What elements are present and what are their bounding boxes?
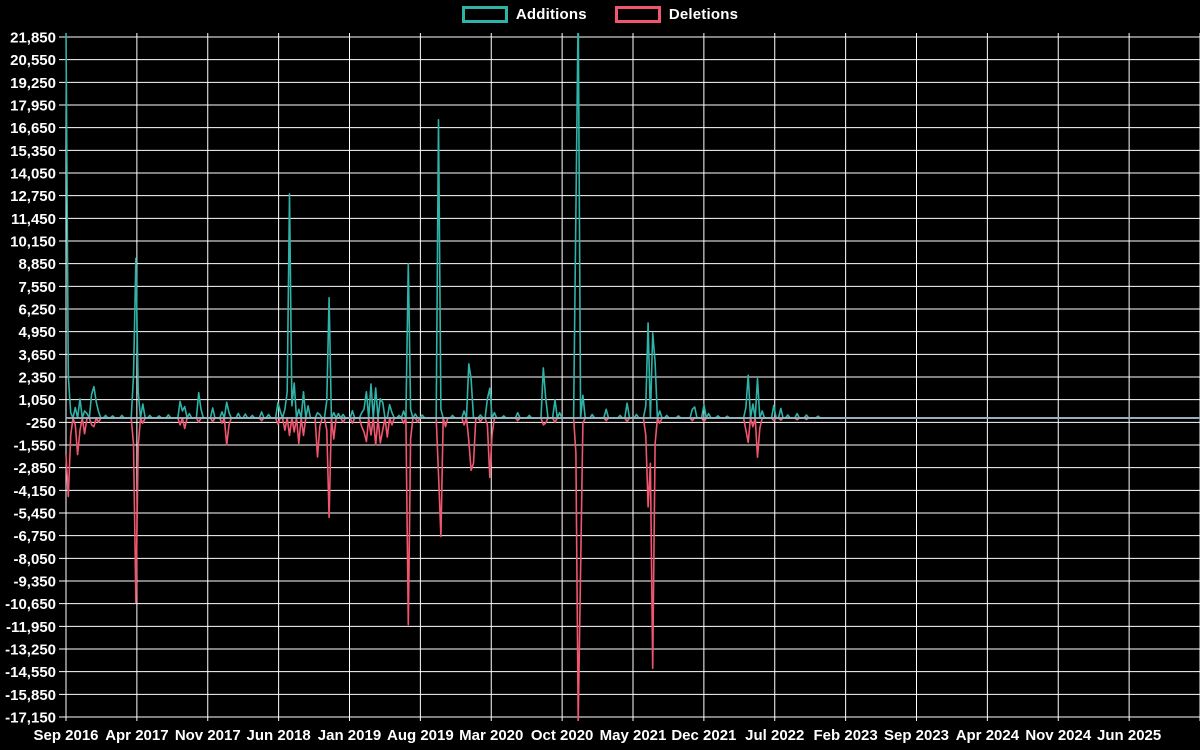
x-tick-label: Oct 2020	[531, 727, 594, 744]
x-tick-label: Apr 2017	[105, 727, 168, 744]
chart-legend: Additions Deletions	[0, 6, 1200, 23]
y-tick-label: -17,150	[5, 710, 56, 727]
x-tick-label: Apr 2024	[956, 727, 1020, 744]
additions-swatch-icon	[461, 6, 508, 23]
y-tick-label: -6,750	[13, 528, 56, 545]
x-tick-label: Nov 2017	[175, 727, 241, 744]
x-tick-label: May 2021	[600, 727, 667, 744]
y-tick-label: 12,750	[10, 188, 56, 205]
y-tick-label: -9,350	[13, 574, 56, 591]
y-tick-label: -13,250	[5, 642, 56, 659]
x-tick-label: Jan 2019	[318, 727, 381, 744]
y-tick-label: 17,950	[10, 98, 56, 115]
y-tick-label: 20,550	[10, 52, 56, 69]
x-tick-label: Dec 2021	[671, 727, 736, 744]
legend-label-deletions: Deletions	[668, 6, 739, 23]
x-tick-label: Aug 2019	[387, 727, 454, 744]
legend-item-additions[interactable]: Additions	[461, 6, 587, 23]
x-tick-label: Mar 2020	[459, 727, 523, 744]
deletions-swatch-icon	[614, 6, 661, 23]
y-tick-label: 4,950	[18, 324, 56, 341]
y-tick-label: 7,550	[18, 279, 56, 296]
x-tick-label: Nov 2024	[1025, 727, 1092, 744]
y-tick-label: -15,850	[5, 687, 56, 704]
legend-label-additions: Additions	[515, 6, 587, 23]
y-tick-label: -10,650	[5, 596, 56, 613]
y-tick-label: 8,850	[18, 256, 56, 273]
y-tick-label: 6,250	[18, 302, 56, 319]
legend-item-deletions[interactable]: Deletions	[614, 6, 739, 23]
y-tick-label: -5,450	[13, 506, 56, 523]
y-tick-label: -14,550	[5, 664, 56, 681]
y-tick-label: -2,850	[13, 460, 56, 477]
x-tick-label: Jun 2018	[247, 727, 311, 744]
y-tick-label: 21,850	[10, 30, 56, 47]
y-tick-label: 15,350	[10, 143, 56, 160]
y-tick-label: 19,250	[10, 75, 56, 92]
y-tick-label: 10,150	[10, 234, 56, 251]
y-tick-label: 1,050	[18, 392, 56, 409]
x-tick-label: Jul 2022	[745, 727, 804, 744]
y-tick-label: 16,650	[10, 120, 56, 137]
y-tick-label: 3,650	[18, 347, 56, 364]
y-tick-label: 11,450	[11, 211, 56, 228]
x-tick-label: Sep 2023	[884, 727, 949, 744]
x-tick-label: Sep 2016	[33, 727, 98, 744]
x-tick-label: Jun 2025	[1097, 727, 1161, 744]
y-tick-label: -11,950	[6, 619, 56, 636]
y-tick-label: 2,350	[18, 370, 56, 387]
x-tick-label: Feb 2023	[814, 727, 878, 744]
y-tick-label: 14,050	[10, 166, 56, 183]
y-tick-label: -4,150	[13, 483, 56, 500]
y-tick-label: -8,050	[13, 551, 56, 568]
y-tick-label: -1,550	[13, 438, 56, 455]
y-tick-label: -250	[26, 415, 56, 432]
